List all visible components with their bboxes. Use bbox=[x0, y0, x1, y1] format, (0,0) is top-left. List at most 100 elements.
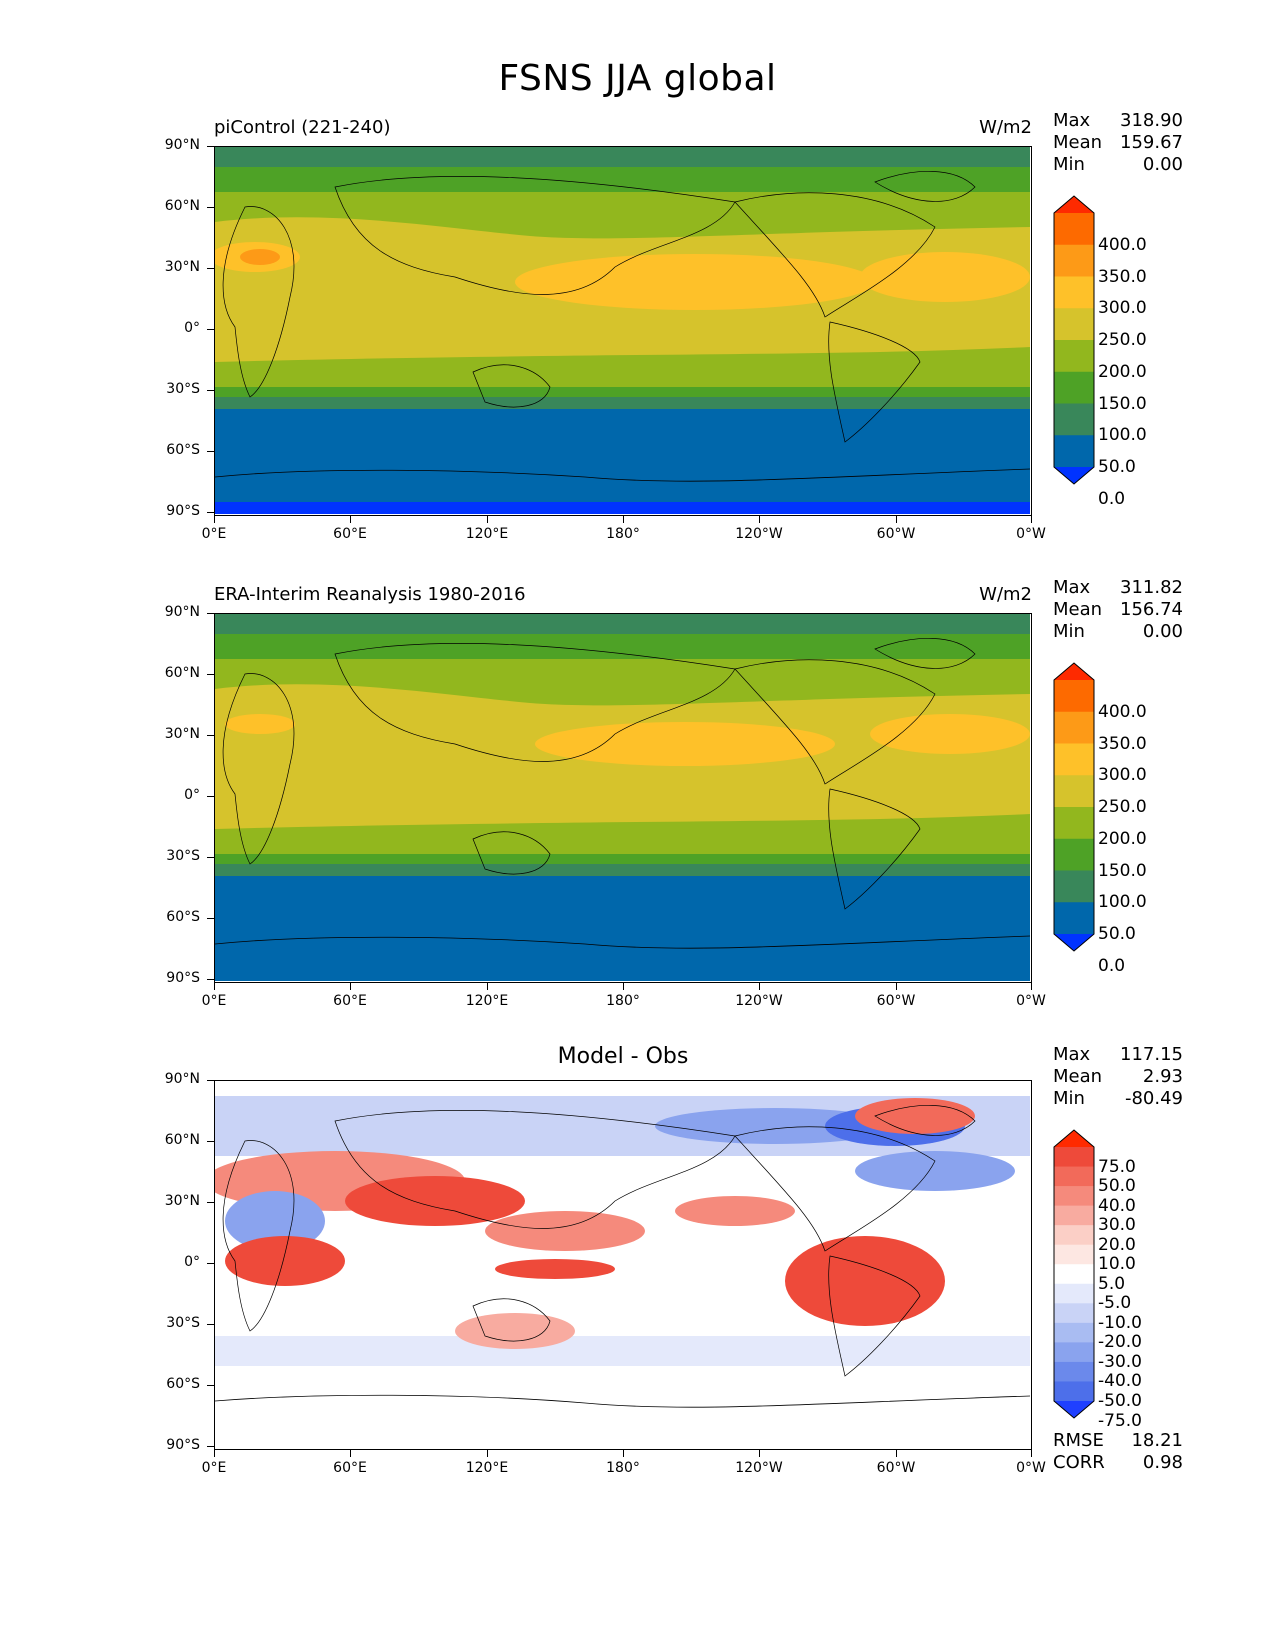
colorbar-tick-label: 30.0 bbox=[1098, 1215, 1136, 1236]
colorbar-tick-label: 400.0 bbox=[1098, 234, 1147, 255]
lat-label: 60°N bbox=[164, 1132, 200, 1148]
colorbar bbox=[1053, 662, 1095, 952]
colorbar-graphic bbox=[1053, 1129, 1095, 1419]
max-label: Max bbox=[1053, 110, 1091, 131]
lon-tick bbox=[759, 516, 760, 523]
rmse-label: RMSE bbox=[1053, 1430, 1104, 1451]
lat-label: 90°N bbox=[164, 604, 200, 620]
lon-label: 180° bbox=[606, 993, 640, 1009]
colorbar-segment bbox=[1054, 807, 1094, 840]
colorbar-extend-max bbox=[1054, 1130, 1094, 1147]
colorbar-tick-label: 50.0 bbox=[1098, 457, 1136, 477]
lon-label: 120°E bbox=[465, 526, 509, 542]
colorbar-tick-label: -75.0 bbox=[1098, 1410, 1142, 1431]
colorbar-segment bbox=[1054, 870, 1094, 903]
colorbar-tick-label: 250.0 bbox=[1098, 797, 1147, 817]
min-value: -80.49 bbox=[1124, 1088, 1183, 1109]
colorbar-tick-label: 0.0 bbox=[1098, 955, 1126, 976]
lon-tick bbox=[487, 1450, 488, 1457]
panel-picontrol: piControl (221-240) W/m2 90°N 60°N 30°N … bbox=[0, 110, 1275, 588]
colorbar-tick-label: -10.0 bbox=[1098, 1312, 1142, 1333]
lat-label: 60°N bbox=[164, 665, 200, 681]
mean-label: Mean bbox=[1053, 132, 1103, 153]
colorbar-segment bbox=[1054, 1381, 1094, 1402]
max-value: 117.15 bbox=[1120, 1044, 1183, 1065]
units-label: W/m2 bbox=[979, 117, 1032, 138]
max-value: 318.90 bbox=[1120, 110, 1183, 131]
lat-label: 30°N bbox=[164, 726, 200, 742]
lat-tick bbox=[207, 390, 214, 391]
mean-value: 159.67 bbox=[1120, 132, 1183, 153]
lat-tick bbox=[207, 1141, 214, 1142]
lat-label: 90°N bbox=[164, 1071, 200, 1087]
colorbar-segment bbox=[1054, 1244, 1094, 1265]
lon-tick bbox=[623, 516, 624, 523]
colorbar-segment bbox=[1054, 1166, 1094, 1187]
colorbar-tick-label: 200.0 bbox=[1098, 361, 1147, 382]
colorbar-graphic bbox=[1053, 195, 1095, 485]
lon-tick bbox=[1031, 983, 1032, 990]
lat-tick bbox=[207, 918, 214, 919]
lon-tick bbox=[896, 1450, 897, 1457]
lat-tick bbox=[207, 857, 214, 858]
colorbar-segment bbox=[1054, 1186, 1094, 1207]
lat-tick bbox=[207, 451, 214, 452]
lat-label: 60°N bbox=[164, 198, 200, 214]
min-label: Min bbox=[1053, 621, 1085, 642]
colorbar bbox=[1053, 195, 1095, 485]
lat-label: 60°S bbox=[166, 1376, 200, 1392]
lat-label: 30°N bbox=[164, 1193, 200, 1209]
max-label: Max bbox=[1053, 577, 1091, 598]
lon-label: 120°E bbox=[465, 1460, 509, 1476]
mean-label: Mean bbox=[1053, 1066, 1103, 1087]
corr-value: 0.98 bbox=[1142, 1452, 1183, 1473]
colorbar-segment bbox=[1054, 1342, 1094, 1363]
lat-tick bbox=[207, 796, 214, 797]
colorbar-tick-label: -30.0 bbox=[1098, 1351, 1142, 1372]
colorbar-outline bbox=[1053, 662, 1095, 952]
lon-tick bbox=[759, 983, 760, 990]
colorbar-segment bbox=[1054, 711, 1094, 744]
lat-tick bbox=[207, 674, 214, 675]
colorbar-segment bbox=[1054, 1361, 1094, 1382]
rmse-box: RMSE 18.21 CORR 0.98 bbox=[1053, 1430, 1183, 1474]
lon-label: 0°W bbox=[1016, 993, 1046, 1009]
panel-title: piControl (221-240) bbox=[214, 117, 391, 138]
lat-tick bbox=[207, 1080, 214, 1081]
colorbar-tick-label: 10.0 bbox=[1098, 1254, 1136, 1275]
colorbar-segment bbox=[1054, 308, 1094, 341]
mean-value: 156.74 bbox=[1120, 599, 1183, 620]
lon-tick bbox=[350, 1450, 351, 1457]
lon-tick bbox=[214, 516, 215, 523]
lat-tick bbox=[207, 979, 214, 980]
lon-tick bbox=[350, 516, 351, 523]
lon-label: 60°E bbox=[333, 993, 367, 1009]
lon-tick bbox=[896, 983, 897, 990]
lon-label: 0°E bbox=[201, 1460, 227, 1476]
colorbar-extend-min bbox=[1054, 467, 1094, 484]
panel-title: Model - Obs bbox=[557, 1044, 689, 1069]
colorbar-segment bbox=[1054, 1225, 1094, 1246]
colorbar-segment bbox=[1054, 244, 1094, 277]
lat-label: 90°N bbox=[164, 137, 200, 153]
lat-tick bbox=[207, 1202, 214, 1203]
colorbar-tick-label: 300.0 bbox=[1098, 298, 1147, 319]
lon-label: 0°W bbox=[1016, 526, 1046, 542]
colorbar-graphic bbox=[1053, 662, 1095, 952]
lat-label: 30°S bbox=[166, 1315, 200, 1331]
lat-tick bbox=[207, 512, 214, 513]
lon-tick bbox=[214, 983, 215, 990]
field-map bbox=[215, 147, 1030, 514]
lat-tick bbox=[207, 146, 214, 147]
units-label: W/m2 bbox=[979, 584, 1032, 605]
lat-tick bbox=[207, 613, 214, 614]
lat-label: 60°S bbox=[166, 442, 200, 458]
colorbar-tick-label: 200.0 bbox=[1098, 828, 1147, 849]
colorbar-tick-label: 100.0 bbox=[1098, 892, 1147, 913]
lat-tick bbox=[207, 1385, 214, 1386]
stats-box: Max 311.82 Mean 156.74 Min 0.00 bbox=[1053, 577, 1183, 643]
min-label: Min bbox=[1053, 154, 1085, 175]
lat-label: 0° bbox=[184, 320, 200, 336]
colorbar-segment bbox=[1054, 1205, 1094, 1226]
lon-label: 0°E bbox=[201, 993, 227, 1009]
